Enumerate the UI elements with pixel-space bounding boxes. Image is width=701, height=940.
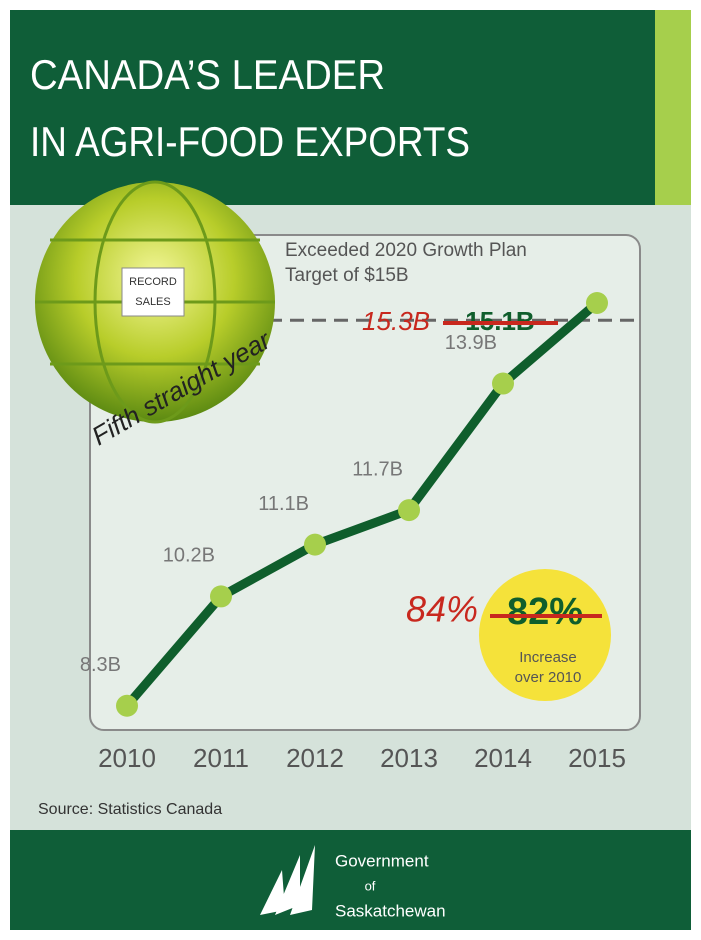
data-label: 13.9B — [445, 332, 497, 354]
target-label: Exceeded 2020 Growth Plan — [285, 240, 527, 261]
footer-text: Saskatchewan — [335, 901, 446, 920]
series-line — [123, 299, 600, 709]
x-tick-label: 2014 — [474, 743, 532, 773]
increase-note: over 2010 — [515, 669, 582, 686]
target-label: Target of $15B — [285, 265, 409, 286]
data-point — [398, 499, 420, 522]
data-point — [492, 372, 514, 395]
source: Source: Statistics Canada — [38, 801, 222, 818]
data-label: 11.1B — [258, 493, 309, 515]
footer-text: Government — [335, 851, 429, 870]
increase-note: Increase — [519, 649, 577, 666]
badge-text: SALES — [135, 296, 170, 308]
data-label: 10.2B — [163, 545, 215, 567]
x-tick-label: 2010 — [98, 743, 156, 773]
x-tick-label: 2015 — [568, 743, 626, 773]
footer — [10, 830, 691, 930]
data-label: 15.3B — [362, 306, 430, 336]
logo — [260, 845, 315, 915]
sign — [121, 267, 185, 317]
badge: RECORD SALES — [35, 180, 275, 424]
data-point — [586, 291, 608, 314]
title-line: CANADA’S LEADER — [30, 51, 385, 98]
data-point — [304, 533, 326, 556]
increase-bubble — [479, 569, 611, 701]
x-tick-label: 2011 — [193, 743, 249, 773]
data-point — [116, 694, 138, 717]
old-increase: 82% — [507, 591, 583, 633]
x-tick-label: 2012 — [286, 743, 344, 773]
old-total: 15.1B — [465, 306, 534, 336]
data-label: 11.7B — [352, 458, 403, 480]
header — [10, 10, 655, 205]
new-increase: 84% — [406, 589, 478, 630]
footer-text: of — [365, 878, 376, 893]
title-line: IN AGRI-FOOD EXPORTS — [30, 118, 470, 165]
x-tick-label: 2013 — [380, 743, 438, 773]
badge-text: RECORD — [129, 276, 177, 288]
data-label: 8.3B — [80, 654, 121, 676]
header-accent — [655, 10, 691, 205]
data-point — [210, 585, 232, 608]
